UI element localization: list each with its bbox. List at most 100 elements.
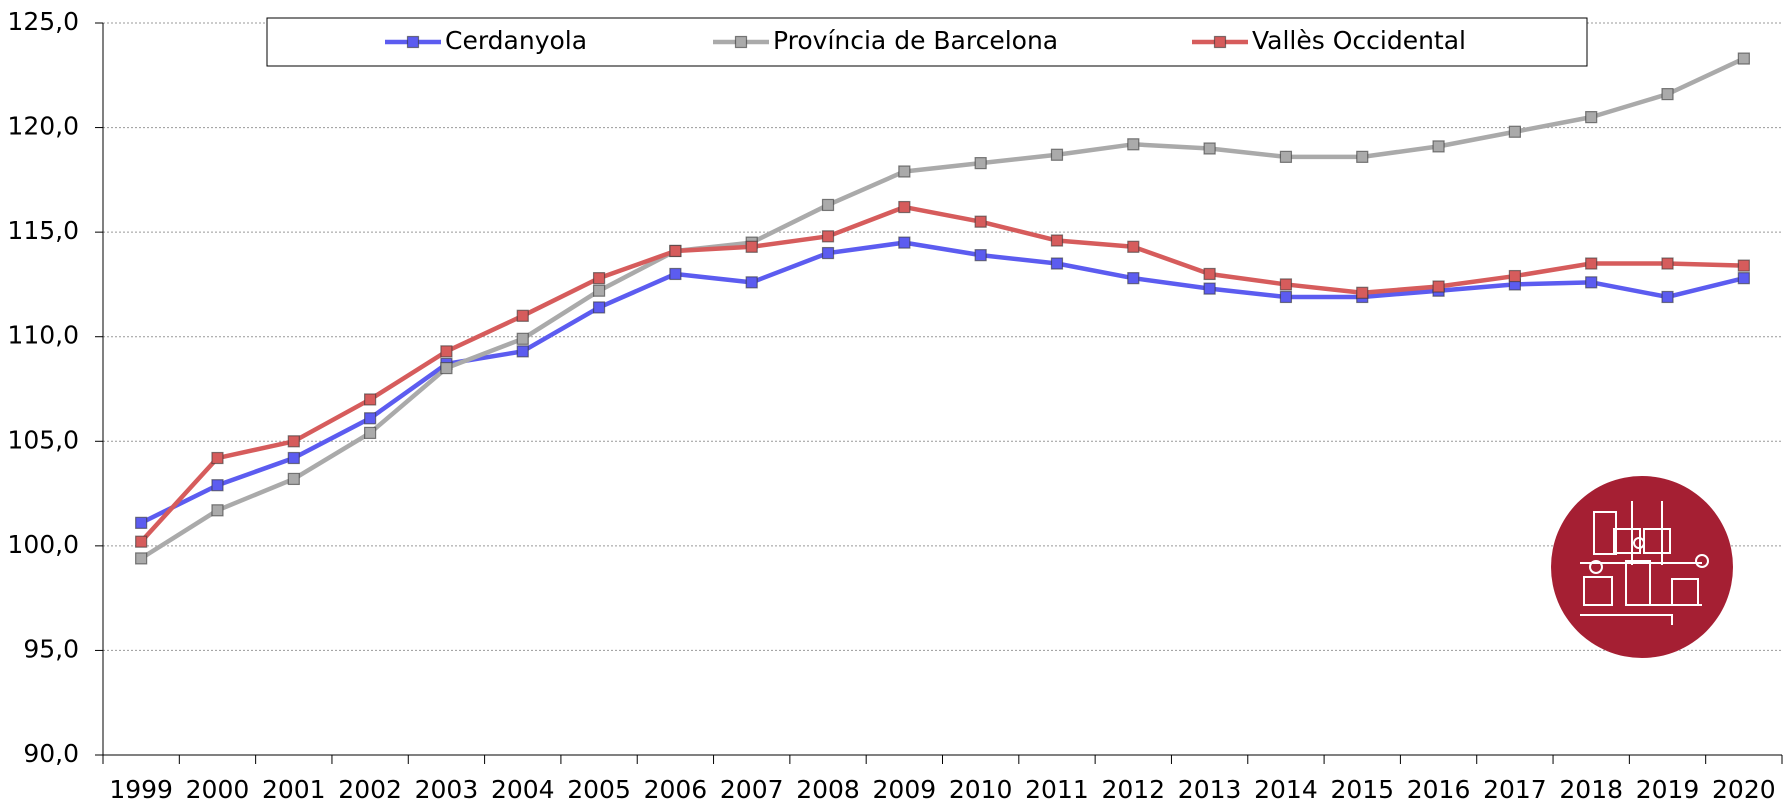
y-tick-label: 100,0 bbox=[7, 530, 79, 559]
marker bbox=[898, 165, 911, 178]
marker bbox=[1661, 88, 1674, 101]
marker bbox=[1508, 269, 1521, 283]
series-line bbox=[139, 204, 1744, 544]
marker bbox=[135, 552, 148, 565]
x-tick-label: 2007 bbox=[720, 775, 784, 804]
marker bbox=[974, 157, 987, 170]
x-tick-label: 2008 bbox=[796, 775, 860, 804]
legend-label: Cerdanyola bbox=[445, 26, 587, 55]
marker bbox=[1508, 125, 1521, 138]
marker bbox=[1050, 148, 1064, 161]
marker bbox=[1661, 257, 1674, 270]
marker bbox=[974, 215, 987, 228]
marker bbox=[135, 516, 148, 529]
x-tick-label: 2020 bbox=[1712, 775, 1776, 804]
marker bbox=[135, 535, 148, 548]
marker bbox=[1279, 278, 1293, 291]
marker bbox=[1279, 150, 1293, 163]
marker bbox=[1432, 140, 1445, 153]
x-tick-label: 2006 bbox=[644, 775, 708, 804]
y-tick-label: 110,0 bbox=[7, 321, 79, 350]
y-tick-label: 95,0 bbox=[23, 634, 79, 663]
marker bbox=[211, 479, 224, 492]
x-tick-label: 2011 bbox=[1025, 775, 1089, 804]
marker bbox=[1203, 142, 1216, 155]
x-tick-label: 2005 bbox=[567, 775, 631, 804]
marker bbox=[745, 240, 758, 253]
marker bbox=[1356, 150, 1369, 163]
marker bbox=[1737, 259, 1750, 272]
marker bbox=[1050, 234, 1064, 247]
marker bbox=[898, 200, 911, 214]
marker bbox=[1356, 286, 1369, 299]
legend-swatch-marker bbox=[1213, 35, 1227, 49]
marker bbox=[1127, 272, 1140, 285]
marker bbox=[669, 244, 682, 258]
x-tick-label: 2015 bbox=[1330, 775, 1394, 804]
marker bbox=[898, 236, 911, 249]
marker bbox=[516, 345, 529, 358]
x-tick-label: 2012 bbox=[1101, 775, 1165, 804]
series-line bbox=[140, 240, 1745, 525]
x-tick-label: 2010 bbox=[949, 775, 1013, 804]
x-tick-label: 1999 bbox=[109, 775, 173, 804]
y-tick-label: 125,0 bbox=[7, 7, 79, 36]
x-tick-label: 2018 bbox=[1559, 775, 1623, 804]
grid bbox=[103, 22, 1782, 651]
y-tick-label: 105,0 bbox=[7, 425, 79, 454]
marker bbox=[821, 198, 835, 212]
marker bbox=[287, 472, 300, 486]
marker bbox=[1585, 276, 1598, 289]
marker bbox=[440, 361, 453, 375]
marker bbox=[1203, 267, 1216, 281]
legend-box bbox=[266, 17, 1588, 67]
marker bbox=[974, 249, 987, 262]
marker bbox=[1050, 257, 1064, 270]
marker bbox=[1432, 280, 1445, 293]
y-tick-label: 115,0 bbox=[7, 216, 79, 245]
x-tick-label: 2001 bbox=[262, 775, 326, 804]
marker bbox=[745, 276, 758, 289]
x-tick-label: 2004 bbox=[491, 775, 555, 804]
marker bbox=[1127, 240, 1140, 253]
marker bbox=[592, 301, 606, 314]
marker bbox=[1279, 290, 1293, 304]
marker bbox=[1661, 290, 1674, 304]
marker bbox=[669, 267, 682, 281]
marker bbox=[287, 435, 300, 448]
marker bbox=[1127, 138, 1140, 151]
x-tick-label: 2009 bbox=[873, 775, 937, 804]
y-tick-label: 90,0 bbox=[23, 739, 79, 768]
marker bbox=[211, 451, 224, 465]
marker bbox=[440, 345, 453, 358]
x-tick-label: 2019 bbox=[1636, 775, 1700, 804]
x-tick-label: 2003 bbox=[415, 775, 479, 804]
marker bbox=[516, 332, 529, 345]
marker bbox=[821, 246, 835, 260]
marker bbox=[1737, 272, 1750, 285]
marker bbox=[516, 309, 529, 322]
legend-swatch-marker bbox=[406, 35, 420, 49]
marker bbox=[592, 284, 606, 297]
y-tick-label: 120,0 bbox=[7, 112, 79, 141]
marker bbox=[1737, 52, 1750, 65]
x-tick-label: 2000 bbox=[186, 775, 250, 804]
legend-label: Vallès Occidental bbox=[1252, 26, 1466, 55]
marker bbox=[821, 230, 835, 243]
x-tick-label: 2014 bbox=[1254, 775, 1318, 804]
marker bbox=[1203, 282, 1216, 295]
marker bbox=[592, 272, 606, 285]
legend-swatch-marker bbox=[734, 35, 748, 49]
marker bbox=[211, 504, 224, 517]
x-tick-label: 2017 bbox=[1483, 775, 1547, 804]
logo bbox=[1551, 476, 1733, 658]
marker bbox=[364, 412, 377, 425]
marker bbox=[364, 393, 377, 406]
marker bbox=[364, 426, 377, 440]
x-tick-label: 2016 bbox=[1407, 775, 1471, 804]
x-tick-label: 2002 bbox=[338, 775, 402, 804]
marker bbox=[1585, 111, 1598, 124]
legend-label: Província de Barcelona bbox=[773, 26, 1058, 55]
